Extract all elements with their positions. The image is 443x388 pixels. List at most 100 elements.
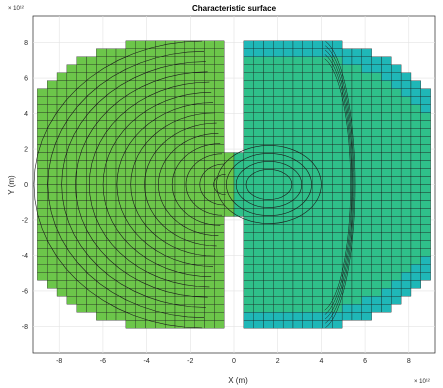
surface-cell	[263, 104, 274, 113]
surface-cell	[214, 296, 225, 305]
surface-cell	[86, 280, 97, 289]
surface-cell	[86, 96, 97, 105]
surface-cell	[400, 200, 412, 209]
surface-cell	[273, 256, 284, 265]
surface-cell	[282, 160, 294, 169]
surface-cell	[86, 144, 97, 153]
surface-cell	[253, 112, 264, 121]
contour-line	[130, 112, 215, 257]
surface-cell	[125, 80, 136, 89]
surface-cell	[282, 248, 294, 257]
surface-cell	[194, 288, 205, 297]
surface-cell	[351, 128, 362, 137]
surface-cell	[204, 136, 215, 145]
surface-cell	[410, 192, 421, 201]
surface-cell	[253, 224, 264, 233]
surface-cell	[282, 264, 294, 273]
surface-cell	[155, 280, 166, 289]
surface-cell	[381, 192, 392, 201]
surface-cell	[125, 112, 136, 121]
surface-cell	[391, 152, 402, 161]
y-tick-label: 4	[24, 111, 28, 118]
surface-cell	[381, 296, 392, 305]
surface-cell	[400, 72, 412, 81]
surface-cell	[174, 64, 186, 73]
surface-cell	[125, 232, 136, 241]
surface-cell	[312, 264, 323, 273]
surface-cell	[115, 144, 127, 153]
surface-cell	[135, 168, 146, 177]
surface-cell	[214, 168, 225, 177]
surface-cell	[96, 72, 107, 81]
surface-cell	[214, 56, 225, 65]
surface-cell	[214, 72, 225, 81]
surface-cell	[263, 88, 274, 97]
surface-cell	[86, 56, 97, 65]
surface-cell	[165, 112, 176, 121]
surface-cell	[263, 272, 274, 281]
surface-cell	[37, 88, 48, 97]
surface-cell	[292, 288, 303, 297]
surface-cell	[381, 232, 392, 241]
surface-cell	[263, 56, 274, 65]
surface-cell	[253, 96, 264, 105]
surface-cell	[391, 136, 402, 145]
surface-cell	[37, 184, 48, 193]
surface-cell	[243, 48, 254, 57]
surface-cell	[165, 296, 176, 305]
surface-cell	[420, 232, 431, 241]
surface-cell	[282, 272, 294, 281]
surface-cell	[381, 160, 392, 169]
surface-cell	[214, 48, 225, 57]
surface-cell	[332, 200, 343, 209]
surface-cell	[282, 256, 294, 265]
surface-cell	[371, 304, 382, 313]
surface-cell	[371, 288, 382, 297]
surface-cell	[332, 264, 343, 273]
surface-cell	[371, 88, 382, 97]
surface-cell	[371, 72, 382, 81]
surface-cell	[96, 48, 107, 57]
surface-cell	[56, 280, 68, 289]
surface-cell	[312, 256, 323, 265]
contour-line	[213, 173, 226, 196]
surface-cell	[243, 120, 254, 129]
surface-cell	[56, 144, 68, 153]
surface-cell	[410, 184, 421, 193]
surface-cell	[361, 160, 372, 169]
surface-cell	[204, 256, 215, 265]
surface-cell	[115, 312, 127, 321]
contour-loop	[245, 169, 293, 200]
surface-cell	[76, 168, 87, 177]
surface-cell	[400, 128, 412, 137]
surface-cell	[263, 40, 274, 49]
surface-cell	[165, 40, 176, 49]
surface-cell	[332, 256, 343, 265]
surface-cell	[253, 88, 264, 97]
surface-cell	[214, 192, 225, 201]
surface-cell	[96, 88, 107, 97]
surface-cell	[361, 304, 372, 313]
surface-cell	[76, 192, 87, 201]
surface-cell	[223, 192, 235, 201]
surface-cell	[351, 176, 362, 185]
surface-cell	[322, 88, 333, 97]
surface-cell	[106, 160, 117, 169]
surface-cell	[76, 248, 87, 257]
surface-cell	[273, 224, 284, 233]
surface-cell	[145, 200, 156, 209]
surface-cell	[194, 144, 205, 153]
surface-cell	[410, 80, 421, 89]
surface-cell	[322, 120, 333, 129]
surface-cell	[341, 304, 353, 313]
surface-cell	[273, 48, 284, 57]
surface-cell	[253, 312, 264, 321]
surface-cell	[322, 176, 333, 185]
surface-cell	[332, 152, 343, 161]
surface-cell	[204, 112, 215, 121]
surface-cell	[184, 216, 195, 225]
x-tick-label: 0	[232, 358, 236, 365]
surface-cell	[400, 96, 412, 105]
surface-cell	[282, 232, 294, 241]
surface-cell	[184, 48, 195, 57]
